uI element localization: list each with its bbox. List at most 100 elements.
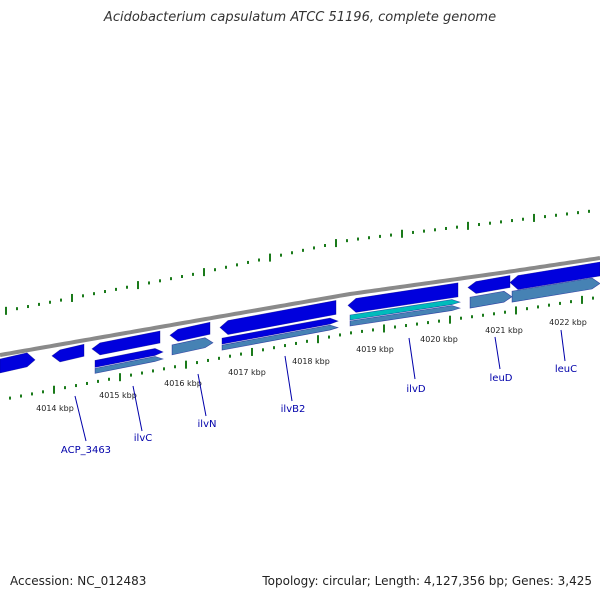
inner-tick-mark bbox=[559, 301, 561, 305]
inner-tick-mark bbox=[460, 316, 462, 320]
outer-tick-mark bbox=[258, 258, 260, 262]
inner-tick-mark bbox=[416, 322, 418, 326]
outer-tick-mark bbox=[412, 230, 414, 234]
outer-tick-mark bbox=[379, 234, 381, 238]
inner-tick-mark bbox=[163, 367, 165, 371]
cds-ilvN-a bbox=[170, 322, 210, 342]
cds-ACP_3463 bbox=[52, 344, 84, 362]
ssf-ilvB2 bbox=[222, 325, 338, 351]
inner-tick-mark bbox=[97, 379, 99, 383]
cds-ilvN-a-outline bbox=[169, 321, 211, 342]
outer-tick-mark bbox=[588, 209, 590, 213]
outer-tick-mark bbox=[115, 287, 117, 291]
outer-tick-mark bbox=[16, 307, 18, 311]
kbp-label: 4022 kbp bbox=[549, 318, 587, 327]
cds-ilvC-a bbox=[92, 331, 160, 355]
outer-tick-mark bbox=[478, 223, 480, 227]
gene-label: ilvN bbox=[198, 419, 217, 430]
kbp-label: 4018 kbp bbox=[292, 357, 330, 366]
inner-tick-mark bbox=[174, 365, 176, 369]
outer-tick-mark bbox=[27, 305, 29, 309]
inner-tick-mark bbox=[548, 303, 550, 307]
inner-tick-mark bbox=[152, 369, 154, 373]
outer-tick-mark bbox=[357, 237, 359, 241]
cds-leuD-a bbox=[468, 275, 510, 294]
cds-ilvD-a bbox=[348, 282, 458, 313]
outer-tick-mark bbox=[93, 292, 95, 296]
inner-tick-mark bbox=[482, 313, 484, 317]
inner-tick-mark bbox=[108, 377, 110, 381]
outer-tick-mark bbox=[511, 219, 513, 223]
outer-tick-mark bbox=[104, 290, 106, 294]
outer-tick-mark bbox=[489, 221, 491, 225]
inner-tick-mark bbox=[64, 386, 66, 390]
inner-tick-mark bbox=[394, 325, 396, 329]
inner-tick-mark bbox=[537, 305, 539, 309]
inner-tick-mark bbox=[53, 385, 55, 394]
outer-tick-mark bbox=[137, 281, 139, 290]
outer-tick-mark bbox=[555, 213, 557, 217]
outer-tick-mark bbox=[159, 279, 161, 283]
cds-ACP_3462 bbox=[0, 352, 35, 373]
gene-leader-line bbox=[74, 395, 87, 442]
accession-text: Accession: NC_012483 bbox=[10, 574, 147, 588]
inner-tick-mark bbox=[229, 354, 231, 358]
gene-leader-line bbox=[560, 329, 566, 362]
inner-tick-mark bbox=[592, 296, 594, 300]
outer-tick-mark bbox=[302, 248, 304, 252]
outer-tick-mark bbox=[390, 233, 392, 237]
inner-tick-mark bbox=[207, 358, 209, 362]
inner-tick-mark bbox=[526, 307, 528, 311]
gene-label: ilvD bbox=[406, 384, 425, 395]
ssf-ilvD-outline bbox=[349, 305, 462, 327]
outer-tick-mark bbox=[368, 236, 370, 240]
kbp-label: 4015 kbp bbox=[99, 391, 137, 400]
kbp-label: 4020 kbp bbox=[420, 335, 458, 344]
inner-tick-mark bbox=[251, 347, 253, 356]
outer-tick-mark bbox=[445, 226, 447, 230]
cds-ilvB-a bbox=[220, 300, 336, 335]
inner-tick-mark bbox=[295, 341, 297, 345]
gene-label: ilvB2 bbox=[281, 404, 306, 415]
cds-ilvC-a-outline bbox=[91, 330, 161, 356]
gene-leader-line bbox=[197, 373, 207, 417]
outer-tick-mark bbox=[522, 217, 524, 221]
inner-tick-mark bbox=[449, 315, 451, 324]
outer-tick-mark bbox=[401, 229, 403, 238]
inner-tick-mark bbox=[262, 348, 264, 352]
outer-tick-mark bbox=[203, 268, 205, 277]
inner-tick-mark bbox=[361, 329, 363, 333]
inner-tick-mark bbox=[9, 396, 11, 400]
inner-tick-mark bbox=[240, 352, 242, 356]
inner-tick-mark bbox=[42, 390, 44, 394]
outer-tick-mark bbox=[214, 268, 216, 272]
outer-tick-mark bbox=[60, 298, 62, 302]
cds-ilvB2-outline bbox=[221, 317, 339, 345]
inner-tick-mark bbox=[317, 335, 319, 344]
outer-tick-mark bbox=[170, 277, 172, 281]
outer-tick-mark bbox=[192, 272, 194, 276]
inner-tick-mark bbox=[427, 321, 429, 325]
cds-ilvC bbox=[95, 348, 163, 368]
inner-tick-mark bbox=[20, 394, 22, 398]
genome-title: Acidobacterium capsulatum ATCC 51196, co… bbox=[103, 10, 497, 25]
inner-tick-mark bbox=[350, 331, 352, 335]
gene-label: ACP_3463 bbox=[61, 445, 111, 456]
gene-labels: ACP_3463 ilvC ilvN ilvB2 ilvD leuD leuC bbox=[61, 329, 577, 456]
inner-tick-mark bbox=[405, 324, 407, 328]
ssf-ilvN bbox=[172, 337, 213, 355]
ssf-leuD-outline bbox=[469, 290, 513, 309]
inner-tick-mark bbox=[570, 300, 572, 304]
outer-tick-mark bbox=[423, 229, 425, 233]
inner-tick-mark bbox=[471, 315, 473, 319]
outer-tick-mark bbox=[236, 263, 238, 267]
outer-tick-mark bbox=[82, 294, 84, 298]
cds-leuC-a-outline bbox=[509, 261, 600, 290]
outer-tick-mark bbox=[126, 285, 128, 289]
gene-label: leuD bbox=[490, 373, 513, 384]
ssf-ilvC bbox=[95, 356, 163, 374]
inner-tick-mark bbox=[515, 306, 517, 315]
outer-tick-mark bbox=[434, 228, 436, 232]
rna-ilvD-outline bbox=[349, 299, 462, 321]
inner-tick-mark bbox=[185, 360, 187, 369]
